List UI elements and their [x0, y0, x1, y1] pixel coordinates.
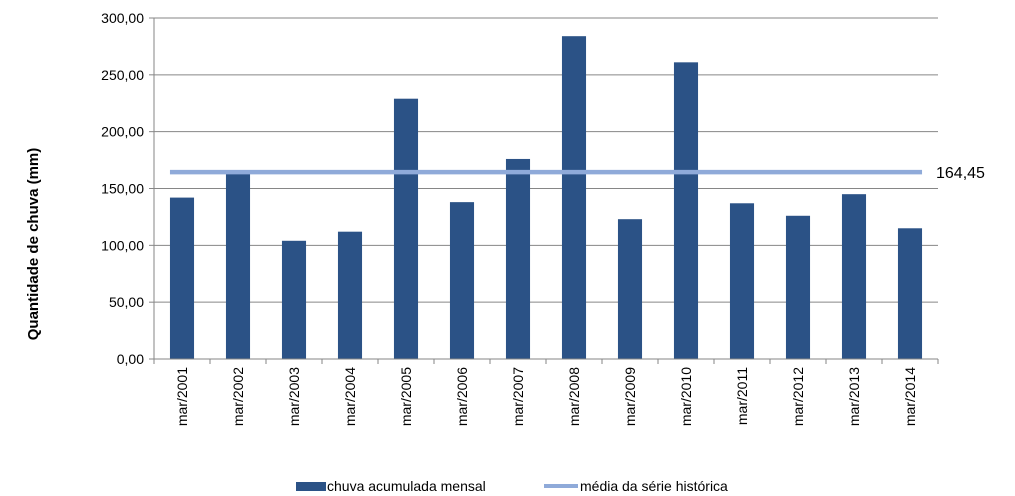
x-tick-label: mar/2006: [454, 367, 470, 426]
axes: [149, 18, 939, 364]
bar-mar-2003: [281, 240, 307, 359]
bar-mar-2011: [729, 203, 755, 359]
bar-mar-2010: [673, 62, 699, 359]
x-tick-label: mar/2011: [734, 367, 750, 425]
bar-mar-2006: [449, 202, 475, 359]
y-tick-label: 100,00: [101, 237, 144, 253]
x-tick-label: mar/2014: [902, 367, 918, 426]
bar-mar-2012: [785, 215, 811, 359]
x-tick-label: mar/2003: [286, 367, 302, 426]
bar-series: [169, 36, 923, 359]
y-tick-label: 150,00: [101, 181, 144, 197]
legend-label-line: média da série histórica: [580, 478, 728, 494]
y-tick-label: 50,00: [109, 294, 144, 310]
average-value-label: 164,45: [936, 165, 985, 182]
bar-mar-2009: [617, 219, 643, 359]
legend-swatch-bar: [296, 482, 326, 491]
bar-mar-2007: [505, 158, 531, 359]
y-tick-label: 200,00: [101, 124, 144, 140]
bar-mar-2014: [897, 228, 923, 359]
x-tick-labels: mar/2001 mar/2002 mar/2003 mar/2004 mar/2005…: [174, 367, 918, 426]
bar-mar-2001: [169, 197, 195, 359]
bar-mar-2005: [393, 98, 419, 359]
bar-mar-2002: [225, 170, 251, 359]
x-tick-label: mar/2004: [342, 367, 358, 426]
x-tick-label: mar/2009: [622, 367, 638, 426]
x-tick-label: mar/2002: [230, 367, 246, 426]
x-tick-label: mar/2007: [510, 367, 526, 426]
x-tick-label: mar/2001: [174, 367, 190, 426]
x-tick-label: mar/2005: [398, 367, 414, 426]
y-axis-label: Quantidade de chuva (mm): [25, 148, 42, 341]
y-tick-labels: 0,00 50,00 100,00 150,00 200,00 250,00 300,00: [101, 10, 144, 367]
x-tick-label: mar/2008: [566, 367, 582, 426]
x-tick-label: mar/2010: [678, 367, 694, 426]
y-tick-label: 300,00: [101, 10, 144, 26]
bar-mar-2008: [561, 36, 587, 359]
legend-label-bar: chuva acumulada mensal: [327, 478, 486, 494]
legend: chuva acumulada mensal média da série hi…: [296, 478, 728, 494]
y-tick-label: 0,00: [117, 351, 144, 367]
x-tick-label: mar/2013: [846, 367, 862, 426]
bar-mar-2004: [337, 231, 363, 359]
x-tick-label: mar/2012: [790, 367, 806, 426]
bar-mar-2013: [841, 194, 867, 359]
y-tick-label: 250,00: [101, 67, 144, 83]
